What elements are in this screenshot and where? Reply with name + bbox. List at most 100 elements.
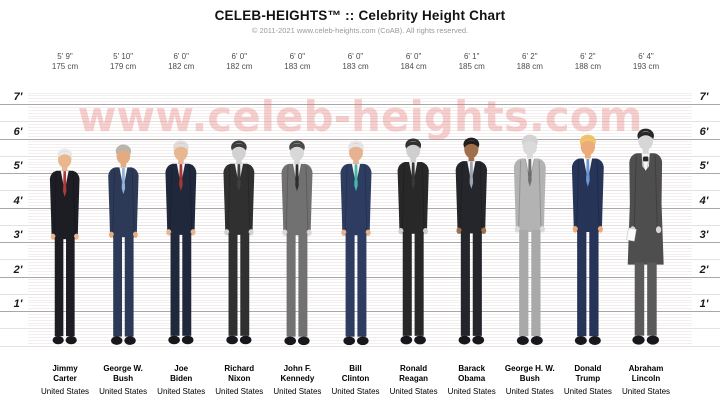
- name-line1: Richard: [224, 364, 255, 373]
- ruler-label-right-1ft: 1': [699, 298, 709, 310]
- person-country-john-f-kennedy: United States: [273, 387, 322, 396]
- figure-george-h-w-bush: [499, 133, 561, 346]
- name-line1: Joe: [174, 364, 189, 373]
- ruler-label-right-5ft: 5': [699, 160, 709, 172]
- ruler-label-left-5ft: 5': [13, 160, 23, 172]
- height-label-jimmy-carter: 5' 9" 175 cm: [36, 52, 94, 72]
- person-country-abraham-lincoln: United States: [621, 387, 671, 396]
- person-name-john-f-kennedy: John F. Kennedy: [267, 364, 327, 383]
- foot-line-7: [0, 104, 720, 105]
- person-country-donald-trump: United States: [563, 387, 612, 396]
- height-label-bill-clinton: 6' 0" 183 cm: [327, 52, 385, 72]
- figure-abraham-lincoln: [614, 127, 677, 346]
- inch-line: [28, 158, 692, 160]
- height-cm: 188 cm: [574, 62, 601, 71]
- ground-line: [0, 345, 720, 347]
- height-cm: 185 cm: [458, 62, 485, 71]
- name-line2: Obama: [458, 373, 486, 383]
- height-cm: 184 cm: [400, 62, 427, 71]
- inch-line: [28, 118, 692, 120]
- person-name-joe-biden: Joe Biden: [151, 364, 211, 383]
- height-cm: 175 cm: [51, 62, 79, 71]
- height-feet-inches: 6' 2": [580, 52, 596, 61]
- inch-line: [28, 106, 692, 108]
- figure-jimmy-carter: [36, 147, 93, 345]
- height-feet-inches: 6' 0": [231, 52, 248, 61]
- name-line2: Lincoln: [631, 373, 661, 383]
- ruler-label-right-7ft: 7': [699, 91, 709, 103]
- ruler-label-right-4ft: 4': [699, 194, 709, 207]
- watermark-text: www.celeb-heights.com: [77, 92, 643, 141]
- ruler-label-left-3ft: 3': [13, 229, 23, 241]
- height-feet-inches: 6' 0": [173, 52, 189, 61]
- person-name-ronald-reagan: Ronald Reagan: [384, 364, 444, 383]
- name-line2: Clinton: [341, 373, 370, 383]
- person-country-george-h-w-bush: United States: [505, 387, 554, 396]
- height-label-george-h-w-bush: 6' 2" 188 cm: [501, 52, 559, 72]
- person-name-jimmy-carter: Jimmy Carter: [35, 364, 95, 383]
- height-label-joe-biden: 6' 0" 182 cm: [152, 52, 210, 72]
- foot-line-6: [0, 138, 720, 140]
- name-line2: Kennedy: [280, 373, 315, 383]
- person-name-bill-clinton: Bill Clinton: [326, 364, 386, 383]
- figure-richard-nixon: [209, 139, 269, 345]
- height-cm: 183 cm: [342, 62, 369, 71]
- name-line1: George H. W.: [504, 364, 555, 373]
- person-country-george-w-bush: United States: [99, 387, 148, 396]
- inch-line: [28, 109, 692, 111]
- inch-line: [28, 124, 692, 126]
- height-label-richard-nixon: 6' 0" 182 cm: [210, 52, 268, 72]
- figure-bill-clinton: [326, 139, 386, 346]
- height-feet-inches: 5' 10": [113, 52, 134, 61]
- person-country-bill-clinton: United States: [331, 387, 380, 396]
- ruler-label-right-6ft: 6': [699, 125, 709, 138]
- height-label-john-f-kennedy: 6' 0" 183 cm: [268, 52, 326, 72]
- person-country-richard-nixon: United States: [215, 387, 264, 396]
- ruler-label-left-6ft: 6': [13, 125, 23, 138]
- height-feet-inches: 6' 2": [522, 52, 538, 61]
- ruler-label-left-4ft: 4': [13, 194, 23, 207]
- ruler-label-right-2ft: 2': [699, 263, 709, 276]
- ruler-label-right-3ft: 3': [699, 229, 709, 241]
- figure-barack-obama: [441, 136, 502, 345]
- figure-john-f-kennedy: [267, 139, 327, 346]
- person-country-barack-obama: United States: [447, 387, 496, 396]
- figure-donald-trump: [557, 133, 619, 346]
- inch-line: [28, 101, 692, 103]
- ruler-label-left-1ft: 1': [13, 298, 23, 310]
- name-line1: Barack: [458, 364, 486, 373]
- figure-ronald-reagan: [383, 137, 443, 345]
- inch-line: [28, 95, 692, 97]
- person-name-george-w-bush: George W. Bush: [93, 364, 153, 383]
- height-feet-inches: 6' 0": [405, 52, 422, 61]
- name-line2: Carter: [53, 373, 77, 383]
- height-cm: 179 cm: [109, 62, 137, 71]
- height-feet-inches: 5' 9": [57, 52, 73, 61]
- height-cm: 182 cm: [168, 62, 195, 71]
- inch-line: [28, 112, 692, 114]
- person-name-donald-trump: Donald Trump: [558, 364, 618, 383]
- person-name-george-h-w-bush: George H. W. Bush: [500, 364, 560, 383]
- name-line2: Trump: [575, 373, 601, 383]
- inch-line: [28, 92, 692, 94]
- ruler-label-left-7ft: 7': [13, 91, 23, 103]
- page-title: CELEB-HEIGHTS™ :: Celebrity Height Chart: [214, 8, 506, 23]
- person-country-ronald-reagan: United States: [389, 387, 438, 396]
- inch-line: [28, 129, 692, 131]
- height-cm: 182 cm: [226, 62, 253, 71]
- name-line2: Nixon: [228, 373, 251, 383]
- person-name-abraham-lincoln: Abraham Lincoln: [616, 364, 676, 383]
- inch-line: [28, 127, 692, 128]
- height-feet-inches: 6' 0": [347, 52, 364, 61]
- copyright-subtitle: © 2011-2021 www.celeb-heights.com (CoAB)…: [251, 26, 469, 35]
- height-cm: 188 cm: [516, 62, 543, 71]
- inch-line: [28, 132, 692, 134]
- figure-joe-biden: [151, 139, 211, 345]
- name-line2: Reagan: [399, 373, 429, 383]
- name-line1: Abraham: [628, 364, 664, 373]
- height-label-barack-obama: 6' 1" 185 cm: [443, 52, 501, 72]
- half-foot-line: [0, 121, 720, 123]
- name-line2: Biden: [170, 373, 193, 383]
- person-name-richard-nixon: Richard Nixon: [209, 364, 269, 383]
